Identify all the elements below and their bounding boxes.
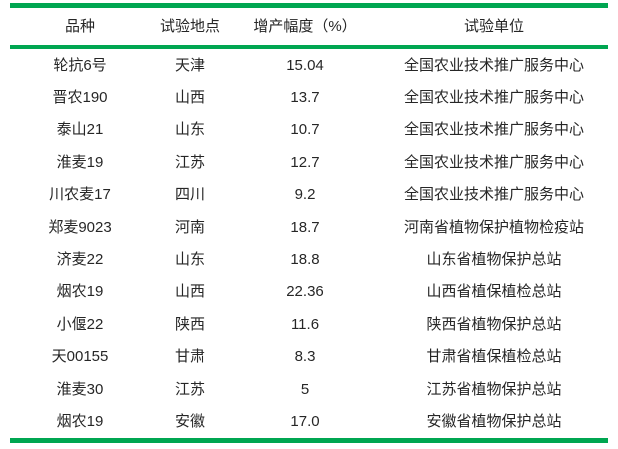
trial-results-table: 品种 试验地点 增产幅度（%） 试验单位 轮抗6号 天津 15.04 全国农业技术推广… xyxy=(10,3,608,443)
table-row: 天00155 甘肃 8.3 甘肃省植保植检总站 xyxy=(10,341,608,373)
variety-cell: 郑麦9023 xyxy=(48,218,112,236)
table-row: 烟农19 安徽 17.0 安徽省植物保护总站 xyxy=(10,405,608,437)
yield-increase-cell: 11.6 xyxy=(290,315,320,333)
yield-increase-cell: 10.7 xyxy=(290,121,320,139)
location-cell: 天津 xyxy=(174,56,205,74)
unit-cell: 全国农业技术推广服务中心 xyxy=(403,186,584,204)
location-cell: 安徽 xyxy=(174,412,205,430)
variety-cell: 济麦22 xyxy=(56,251,104,269)
table-row: 济麦22 山东 18.8 山东省植物保护总站 xyxy=(10,243,608,275)
table-row: 川农麦17 四川 9.2 全国农业技术推广服务中心 xyxy=(10,179,608,211)
location-cell: 甘肃 xyxy=(174,348,205,366)
table-row: 淮麦19 江苏 12.7 全国农业技术推广服务中心 xyxy=(10,146,608,178)
location-cell: 山东 xyxy=(174,121,205,139)
yield-increase-cell: 17.0 xyxy=(290,412,320,430)
location-cell: 山西 xyxy=(174,283,205,301)
unit-cell: 全国农业技术推广服务中心 xyxy=(403,153,584,171)
unit-cell: 山西省植保植检总站 xyxy=(426,283,562,301)
unit-cell: 陕西省植物保护总站 xyxy=(426,315,562,333)
header-yield-increase-pct: 增产幅度（%） xyxy=(253,18,357,35)
location-cell: 河南 xyxy=(174,218,205,236)
unit-cell: 河南省植物保护植物检疫站 xyxy=(403,218,584,236)
yield-increase-cell: 18.8 xyxy=(290,251,320,269)
location-cell: 江苏 xyxy=(174,153,205,171)
yield-increase-cell: 9.2 xyxy=(294,186,316,204)
yield-increase-cell: 18.7 xyxy=(290,218,320,236)
unit-cell: 全国农业技术推广服务中心 xyxy=(403,56,584,74)
yield-increase-cell: 22.36 xyxy=(286,283,324,301)
yield-increase-cell: 5 xyxy=(300,380,310,398)
header-location: 试验地点 xyxy=(159,18,220,35)
yield-increase-cell: 13.7 xyxy=(290,89,320,107)
location-cell: 四川 xyxy=(174,186,205,204)
variety-cell: 晋农190 xyxy=(52,89,108,107)
unit-cell: 甘肃省植保植检总站 xyxy=(426,348,562,366)
unit-cell: 全国农业技术推广服务中心 xyxy=(403,121,584,139)
header-unit: 试验单位 xyxy=(463,18,524,35)
table-row: 郑麦9023 河南 18.7 河南省植物保护植物检疫站 xyxy=(10,211,608,243)
table-row: 淮麦30 江苏 5 江苏省植物保护总站 xyxy=(10,373,608,405)
variety-cell: 轮抗6号 xyxy=(53,56,107,74)
location-cell: 山东 xyxy=(174,251,205,269)
table-row: 烟农19 山西 22.36 山西省植保植检总站 xyxy=(10,276,608,308)
unit-cell: 安徽省植物保护总站 xyxy=(426,412,562,430)
location-cell: 山西 xyxy=(174,89,205,107)
location-cell: 江苏 xyxy=(174,380,205,398)
yield-increase-cell: 12.7 xyxy=(290,153,320,171)
table-header-row: 品种 试验地点 增产幅度（%） 试验单位 xyxy=(10,8,608,49)
unit-cell: 山东省植物保护总站 xyxy=(426,251,562,269)
location-cell: 陕西 xyxy=(174,315,205,333)
unit-cell: 全国农业技术推广服务中心 xyxy=(403,89,584,107)
table-row: 泰山21 山东 10.7 全国农业技术推广服务中心 xyxy=(10,114,608,146)
table-row: 晋农190 山西 13.7 全国农业技术推广服务中心 xyxy=(10,81,608,113)
variety-cell: 小偃22 xyxy=(56,315,104,333)
variety-cell: 烟农19 xyxy=(56,412,104,430)
header-variety: 品种 xyxy=(64,18,95,35)
variety-cell: 烟农19 xyxy=(56,283,104,301)
variety-cell: 天00155 xyxy=(51,348,109,366)
variety-cell: 泰山21 xyxy=(56,121,104,139)
unit-cell: 江苏省植物保护总站 xyxy=(426,380,562,398)
yield-increase-cell: 8.3 xyxy=(294,348,316,366)
table-row: 小偃22 陕西 11.6 陕西省植物保护总站 xyxy=(10,308,608,340)
variety-cell: 淮麦30 xyxy=(56,380,104,398)
variety-cell: 淮麦19 xyxy=(56,153,104,171)
variety-cell: 川农麦17 xyxy=(49,186,111,204)
table-row: 轮抗6号 天津 15.04 全国农业技术推广服务中心 xyxy=(10,49,608,81)
table-body: 轮抗6号 天津 15.04 全国农业技术推广服务中心 晋农190 山西 13.7 全国农业技术… xyxy=(10,49,608,438)
yield-increase-cell: 15.04 xyxy=(286,56,324,74)
